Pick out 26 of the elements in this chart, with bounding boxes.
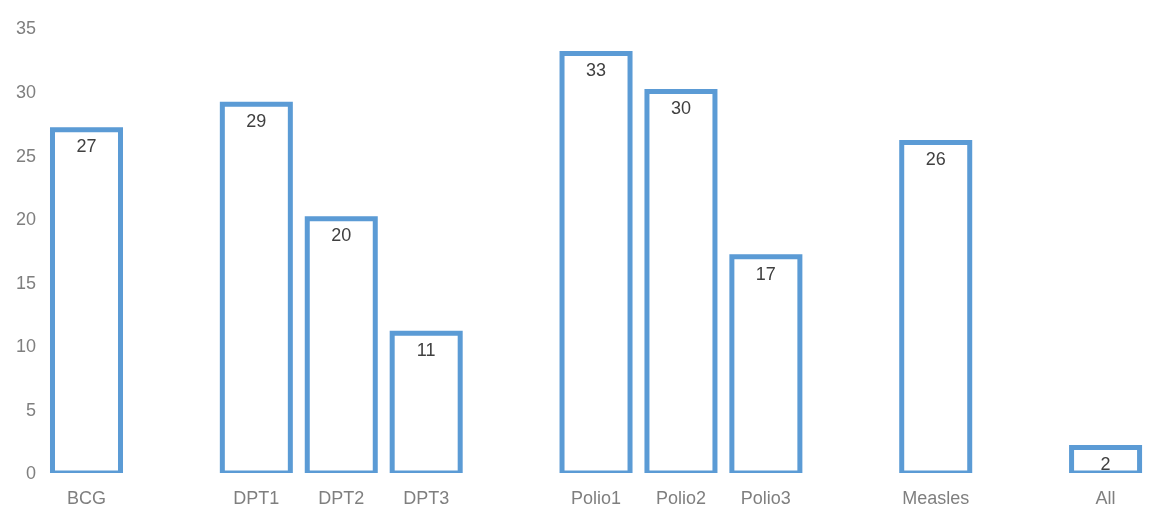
- y-tick-label: 10: [15, 336, 36, 357]
- y-tick-label: 5: [25, 399, 36, 420]
- data-label: 2: [1100, 454, 1111, 475]
- x-tick-label: All: [1095, 487, 1116, 508]
- x-tick-label: DPT1: [233, 487, 280, 508]
- data-label: 26: [925, 149, 946, 170]
- y-tick-label: 25: [15, 145, 36, 166]
- x-tick-label: DPT2: [318, 487, 365, 508]
- data-label: 33: [586, 60, 607, 81]
- data-label: 17: [755, 263, 776, 284]
- data-label: 27: [76, 136, 97, 157]
- x-tick-label: Measles: [902, 487, 970, 508]
- data-label: 30: [670, 98, 691, 119]
- x-tick-label: Polio3: [740, 487, 791, 508]
- x-tick-label: DPT3: [403, 487, 450, 508]
- x-tick-label: Polio2: [655, 487, 706, 508]
- y-tick-label: 30: [15, 81, 36, 102]
- data-label: 20: [331, 225, 352, 246]
- y-tick-label: 35: [15, 18, 36, 39]
- x-tick-label: Polio1: [570, 487, 622, 508]
- y-tick-label: 20: [15, 209, 36, 230]
- y-tick-label: 15: [15, 272, 36, 293]
- data-label: 29: [246, 111, 267, 132]
- x-tick-label: BCG: [66, 487, 106, 508]
- data-label: 11: [416, 339, 436, 360]
- y-tick-label: 0: [25, 463, 36, 484]
